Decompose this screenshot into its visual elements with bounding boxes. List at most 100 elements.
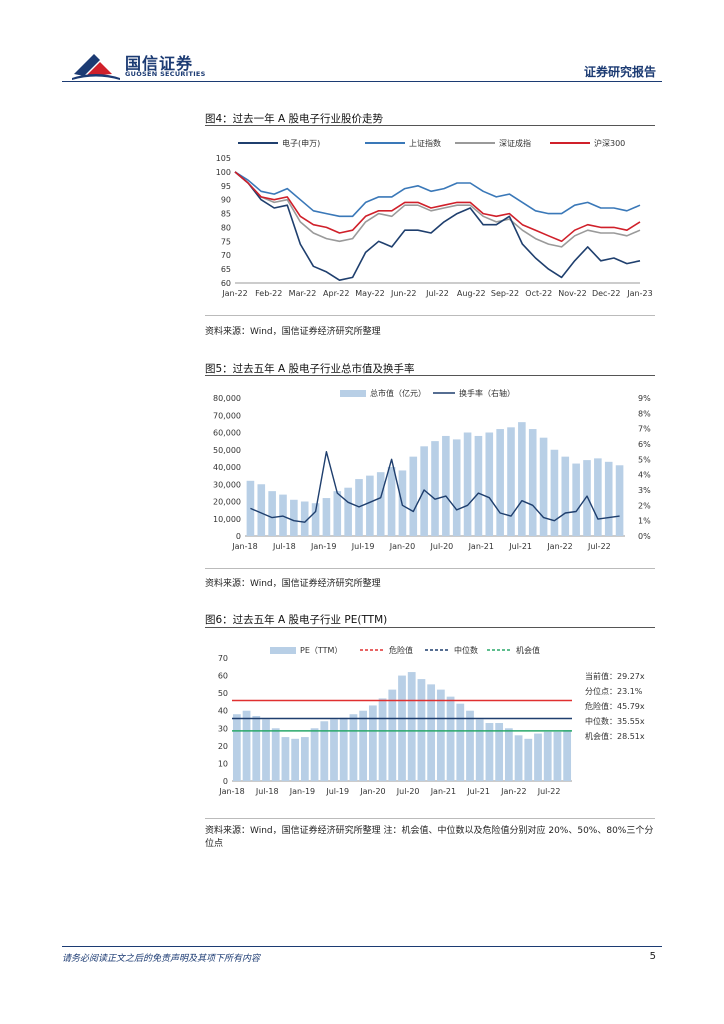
company-name-en: GUOSEN SECURITIES	[125, 70, 206, 78]
figure5-source: 资料来源：Wind，国信证券经济研究所整理	[205, 579, 381, 589]
y2-tick-label: 8%	[638, 409, 651, 418]
x-tick-label: Jul-20	[396, 787, 420, 796]
market-cap-bar	[333, 491, 342, 536]
pe-bar	[446, 696, 455, 781]
pe-annotation: 危险值：45.79x	[585, 701, 645, 711]
legend-label: 总市值（亿元）	[370, 388, 426, 398]
market-cap-bar	[452, 439, 461, 536]
market-cap-bar	[300, 501, 309, 536]
y-tick-label: 30,000	[213, 480, 241, 489]
market-cap-bar	[561, 456, 570, 536]
x-tick-label: Jul-22	[425, 289, 449, 298]
y-tick-label: 50	[218, 689, 228, 698]
y-tick-label: 65	[221, 265, 231, 274]
market-cap-bar	[311, 503, 320, 536]
page-number: 5	[649, 951, 656, 962]
market-cap-bar	[496, 429, 504, 536]
y-tick-label: 100	[216, 168, 231, 177]
pe-bar	[534, 733, 542, 781]
pe-bar	[485, 723, 494, 781]
y2-tick-label: 0%	[638, 532, 651, 541]
x-tick-label: Jul-19	[325, 787, 349, 796]
footer-rule	[62, 946, 662, 947]
y-tick-label: 70	[221, 251, 231, 260]
x-tick-label: Jan-19	[310, 542, 336, 551]
pe-bar	[281, 737, 290, 781]
market-cap-bar	[604, 461, 613, 536]
x-tick-label: Jan-18	[218, 787, 244, 796]
turnover-line	[250, 450, 620, 523]
series-line-3	[234, 171, 641, 243]
market-cap-bar	[583, 460, 591, 536]
pe-bar	[475, 719, 484, 781]
market-cap-bar	[528, 429, 537, 536]
market-cap-bar	[594, 458, 602, 536]
x-tick-label: Jul-22	[587, 542, 611, 551]
x-tick-label: Jan-21	[430, 787, 456, 796]
pe-bar	[495, 723, 504, 781]
pe-bar	[553, 731, 562, 781]
pe-bar	[252, 715, 261, 781]
x-tick-label: Mar-22	[289, 289, 317, 298]
series-line-2	[234, 171, 641, 248]
y-tick-label: 70	[218, 654, 228, 663]
pe-bar	[388, 689, 397, 781]
legend-swatch	[270, 647, 296, 654]
header-rule	[62, 81, 662, 82]
x-tick-label: May-22	[355, 289, 384, 298]
x-tick-label: Jan-22	[500, 787, 526, 796]
y-tick-label: 30	[218, 724, 228, 733]
figure4-title: 图4：过去一年 A 股电子行业股价走势	[205, 113, 384, 125]
market-cap-bar	[290, 499, 298, 536]
market-cap-bar	[431, 441, 439, 536]
x-tick-label: Aug-22	[457, 289, 486, 298]
y2-tick-label: 5%	[638, 455, 651, 464]
y-tick-label: 70,000	[213, 411, 241, 420]
figure5-title: 图5：过去五年 A 股电子行业总市值及换手率	[205, 363, 415, 375]
series-line-0	[234, 171, 641, 281]
pe-bar	[300, 737, 309, 781]
pe-bar	[427, 684, 436, 781]
report-type: 证券研究报告	[583, 65, 656, 79]
market-cap-bar	[463, 432, 472, 536]
legend-label: 沪深300	[594, 138, 625, 148]
x-tick-label: Jul-21	[466, 787, 490, 796]
footer-disclaimer: 请务必阅读正文之后的免责声明及其项下所有内容	[62, 954, 261, 964]
market-cap-bar	[344, 487, 352, 536]
legend-label: 中位数	[454, 645, 478, 655]
market-cap-bar	[257, 484, 266, 536]
pe-bar	[436, 689, 445, 781]
pe-bar	[310, 728, 319, 781]
pe-bar	[504, 728, 513, 781]
y2-tick-label: 4%	[638, 471, 651, 480]
pe-bar	[407, 672, 416, 781]
market-cap-bar	[442, 435, 450, 536]
market-cap-bar	[485, 432, 494, 536]
figure6-bottom-rule	[205, 818, 655, 819]
pe-bar	[262, 719, 270, 781]
pe-bar	[466, 710, 474, 781]
x-tick-label: Feb-22	[255, 289, 282, 298]
y-tick-label: 10,000	[213, 515, 241, 524]
y-tick-label: 0	[236, 532, 241, 541]
series-line-1	[234, 171, 641, 218]
pe-bar	[514, 735, 523, 781]
figure6-title: 图6：过去五年 A 股电子行业 PE(TTM)	[205, 614, 388, 626]
y-tick-label: 50,000	[213, 446, 241, 455]
pe-annotation: 机会值：28.51x	[585, 731, 645, 741]
x-tick-label: Jan-22	[221, 289, 247, 298]
y-tick-label: 80,000	[213, 394, 241, 403]
legend-label: 电子(申万)	[282, 138, 320, 148]
x-tick-label: Jan-18	[231, 542, 257, 551]
y2-tick-label: 1%	[638, 517, 651, 526]
x-tick-label: Jun-22	[390, 289, 417, 298]
y-tick-label: 10	[218, 759, 228, 768]
y-tick-label: 95	[221, 182, 231, 191]
figure6-top-rule	[205, 627, 655, 628]
y-tick-label: 40,000	[213, 463, 241, 472]
x-tick-label: Jul-18	[255, 787, 279, 796]
market-cap-bar	[507, 427, 515, 536]
legend-label: 上证指数	[409, 138, 441, 148]
x-tick-label: Sep-22	[491, 289, 519, 298]
x-tick-label: Jan-23	[626, 289, 652, 298]
